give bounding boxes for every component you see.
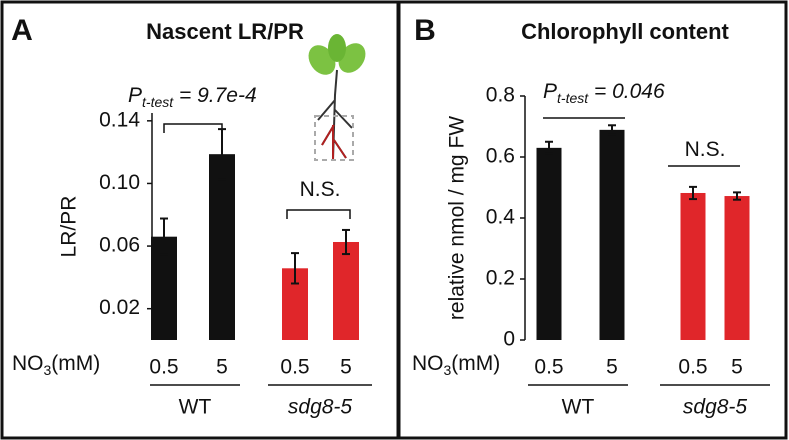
- error-bar: [160, 217, 168, 256]
- x-label-unit: (mM): [51, 352, 100, 375]
- panel-label: B: [414, 14, 436, 47]
- error-bar: [608, 124, 616, 136]
- chart-title: Chlorophyll content: [521, 19, 729, 44]
- annotation-text: N.S.: [685, 138, 726, 161]
- plant-icon: [308, 34, 366, 161]
- annotation-p: P: [543, 80, 557, 103]
- y-tick-label: 0: [503, 328, 515, 351]
- annotation: N.S.: [300, 178, 341, 201]
- x-axis-label: NO3(mM): [12, 352, 100, 378]
- x-tick-label: 5: [731, 356, 743, 379]
- bar: [209, 154, 235, 340]
- x-tick-label: 0.5: [534, 356, 563, 379]
- x-tick-label: 5: [340, 356, 352, 379]
- x-label-sub: 3: [44, 362, 52, 378]
- bar: [333, 241, 359, 340]
- panel-label: A: [11, 14, 33, 47]
- y-tick-label: 0.8: [486, 84, 515, 107]
- group-label: WT: [179, 396, 212, 419]
- group-label: WT: [562, 396, 595, 419]
- error-bar: [342, 228, 350, 256]
- error-bar: [545, 140, 553, 155]
- x-label-main: NO: [412, 352, 444, 375]
- annotation-text: = 0.046: [588, 80, 665, 103]
- y-tick-label: 0.4: [486, 206, 516, 229]
- annotation-text: N.S.: [300, 178, 341, 201]
- x-tick-label: 5: [216, 356, 228, 379]
- x-label-sub: 3: [444, 362, 452, 378]
- y-tick-label: 0.02: [99, 296, 140, 319]
- y-tick-label: 0.06: [99, 234, 140, 257]
- annotation-sub: t-test: [557, 90, 589, 106]
- chart-title: Nascent LR/PR: [146, 19, 304, 44]
- significance-bracket: [286, 209, 351, 219]
- annotation-sub: t-test: [142, 94, 174, 110]
- x-tick-label: 0.5: [280, 356, 309, 379]
- bar: [680, 192, 706, 340]
- y-tick-label: 0.6: [486, 145, 515, 168]
- y-tick-label: 0.14: [99, 108, 140, 131]
- group-label: sdg8-5: [288, 396, 353, 419]
- annotation: N.S.: [685, 138, 726, 161]
- y-tick-label: 0.10: [99, 171, 140, 194]
- annotation: Pt-test = 9.7e-4: [128, 84, 257, 110]
- annotation: Pt-test = 0.046: [543, 80, 665, 106]
- bar: [724, 196, 750, 340]
- error-bar: [733, 191, 741, 201]
- x-label-unit: (mM): [451, 352, 500, 375]
- significance-bracket: [163, 123, 223, 133]
- x-tick-label: 0.5: [678, 356, 707, 379]
- y-axis-label: relative nmol / mg FW: [446, 116, 469, 320]
- bar: [599, 129, 625, 340]
- annotation-text: = 9.7e-4: [173, 84, 256, 107]
- y-tick-label: 0.2: [486, 267, 515, 290]
- error-bar: [689, 185, 697, 201]
- error-bar: [291, 252, 299, 285]
- x-tick-label: 0.5: [149, 356, 178, 379]
- annotation-p: P: [128, 84, 142, 107]
- y-axis-label: LR/PR: [58, 196, 81, 258]
- x-label-main: NO: [12, 352, 44, 375]
- panel-frame: [397, 0, 788, 440]
- group-label: sdg8-5: [683, 396, 748, 419]
- bar: [536, 147, 562, 340]
- x-axis-label: NO3(mM): [412, 352, 500, 378]
- x-tick-label: 5: [606, 356, 618, 379]
